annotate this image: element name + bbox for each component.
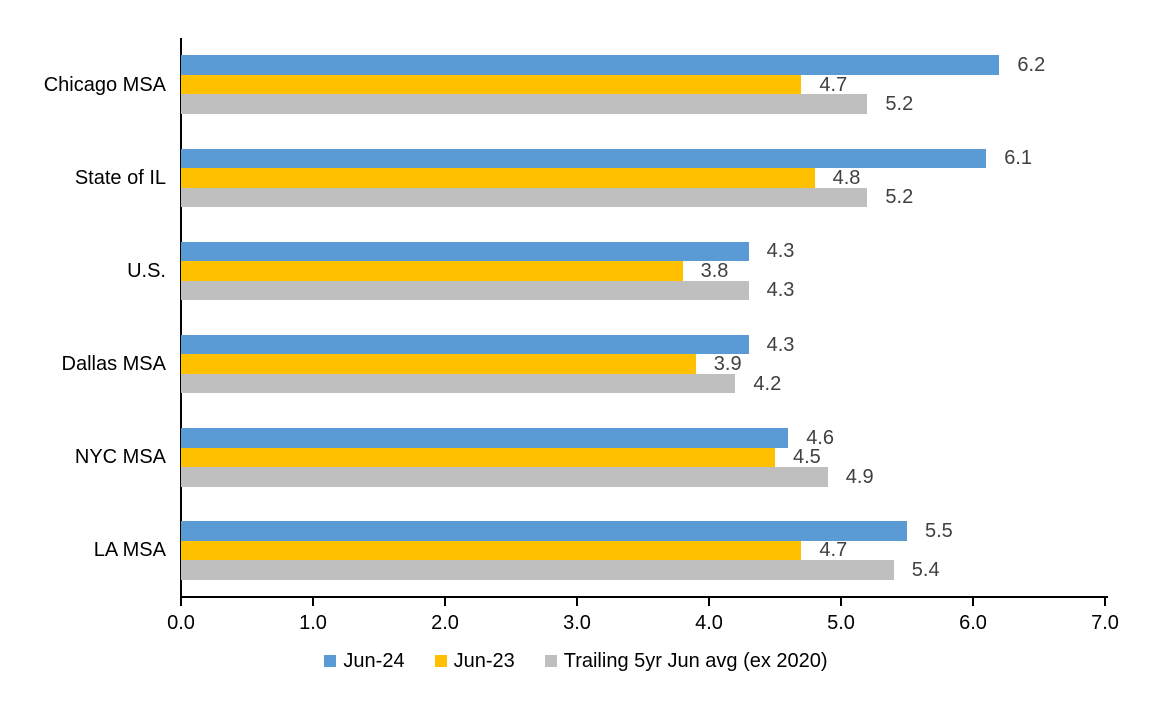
data-label: 5.2 [885,186,914,209]
bar-jun-23 [181,354,696,374]
bar-jun-24 [181,334,749,355]
bar-jun-23 [181,540,802,561]
x-axis-tick [840,598,842,606]
data-label: 4.7 [819,539,848,562]
x-axis-tick [180,598,182,606]
bar-jun-24 [181,55,1000,75]
data-label: 3.8 [700,259,729,282]
x-axis-tick-label: 3.0 [563,612,591,634]
data-label: 4.7 [819,73,848,96]
data-label: 6.1 [1004,147,1032,170]
legend-item: Jun-23 [434,650,515,672]
x-axis-tick [972,598,974,606]
bar-jun-23 [181,447,775,467]
x-axis-tick-label: 4.0 [695,612,723,634]
bar-trailing-5yr-jun-avg-ex-2020- [181,280,749,301]
data-label: 6.2 [1017,54,1046,77]
data-label: 4.8 [832,166,861,189]
data-label: 5.2 [885,93,914,116]
x-axis-tick [1104,598,1106,606]
x-axis-tick [708,598,710,606]
x-axis-tick-label: 0.0 [167,612,195,634]
data-label: 4.2 [753,372,782,395]
category-label: NYC MSA [74,446,166,469]
data-label: 4.9 [845,465,874,488]
bar-trailing-5yr-jun-avg-ex-2020- [181,467,828,487]
bar-trailing-5yr-jun-avg-ex-2020- [181,94,868,114]
x-axis-tick-label: 6.0 [959,612,987,634]
x-axis-tick-label: 5.0 [827,612,855,634]
legend-label: Jun-24 [343,650,405,672]
legend-swatch-icon [324,655,337,667]
bar-jun-23 [181,261,683,281]
bar-jun-23 [181,74,802,95]
legend-swatch-icon [544,655,557,667]
bar-jun-24 [181,148,987,168]
data-label: 4.3 [766,240,795,263]
bar-jun-24 [181,521,907,541]
category-label: State of IL [74,166,166,189]
bar-trailing-5yr-jun-avg-ex-2020- [181,187,868,207]
legend: Jun-24 Jun-23 Trailing 5yr Jun avg (ex 202… [0,650,1152,672]
legend-label: Trailing 5yr Jun avg (ex 2020) [563,650,828,672]
x-axis-tick-label: 2.0 [431,612,459,634]
category-label: U.S. [127,259,166,282]
data-label: 3.9 [713,353,742,376]
x-axis-tick [444,598,446,606]
bar-trailing-5yr-jun-avg-ex-2020- [181,560,894,580]
category-label: LA MSA [93,539,166,562]
data-label: 5.5 [925,519,953,542]
x-axis-tick [576,598,578,606]
data-label: 4.3 [766,333,795,356]
y-axis-line [180,38,182,598]
category-label: Dallas MSA [61,353,166,376]
legend-swatch-icon [434,655,447,667]
data-label: 4.6 [806,426,834,449]
legend-item: Jun-24 [324,650,405,672]
category-label: Chicago MSA [43,73,166,96]
bar-trailing-5yr-jun-avg-ex-2020- [181,373,736,394]
data-label: 4.3 [766,279,795,302]
x-axis-line [180,596,1108,598]
data-label: 4.5 [793,446,821,469]
x-axis-tick [312,598,314,606]
legend-label: Jun-23 [453,650,515,672]
x-axis-tick-label: 1.0 [299,612,327,634]
legend-item: Trailing 5yr Jun avg (ex 2020) [544,650,828,672]
bar-jun-24 [181,428,789,448]
bar-jun-23 [181,168,815,188]
x-axis-tick-label: 7.0 [1091,612,1119,634]
data-label: 5.4 [911,558,940,581]
bar-jun-24 [181,241,749,262]
